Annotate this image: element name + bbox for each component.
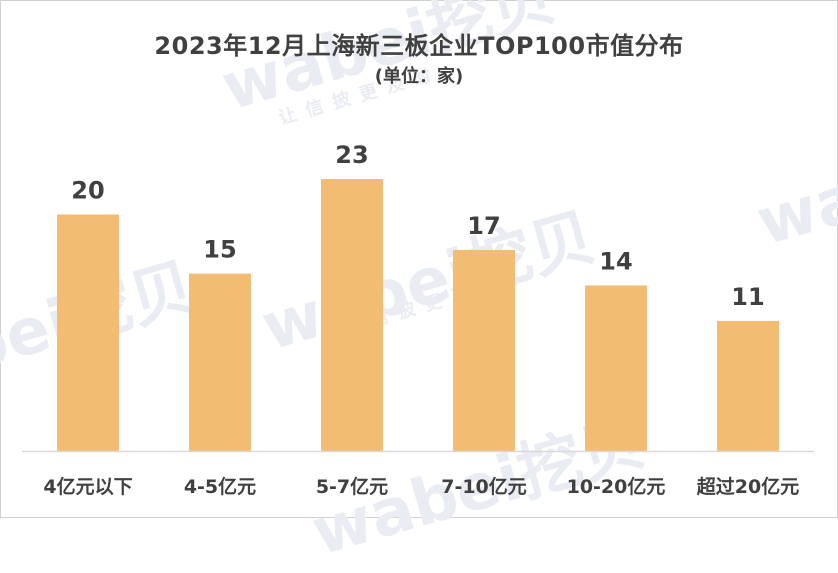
x-tick-label: 7-10亿元 [441,475,527,498]
bar [57,214,119,451]
bar [189,273,251,451]
chart-frame [0,0,838,518]
x-tick-label: 4-5亿元 [184,475,256,498]
data-label: 15 [203,236,236,264]
bar [453,249,515,451]
data-label: 17 [467,212,500,240]
bar [585,285,647,451]
x-tick-label: 5-7亿元 [316,475,388,498]
data-label: 11 [731,283,764,311]
data-label: 23 [335,141,368,169]
x-tick-label: 10-20亿元 [567,475,666,498]
x-tick-label: 超过20亿元 [696,475,799,498]
chart-subtitle: (单位：家) [374,66,464,87]
x-tick-label: 4亿元以下 [43,475,132,498]
data-label: 20 [71,176,104,204]
bar [321,179,383,451]
data-label: 14 [599,247,632,275]
bar [717,320,779,451]
bar-chart: 20 4亿元以下 15 4-5亿元 23 5-7亿元 17 7-10亿元 14 10-20亿元 11… [22,141,814,498]
chart-title: 2023年12月上海新三板企业TOP100市值分布 [154,32,684,60]
